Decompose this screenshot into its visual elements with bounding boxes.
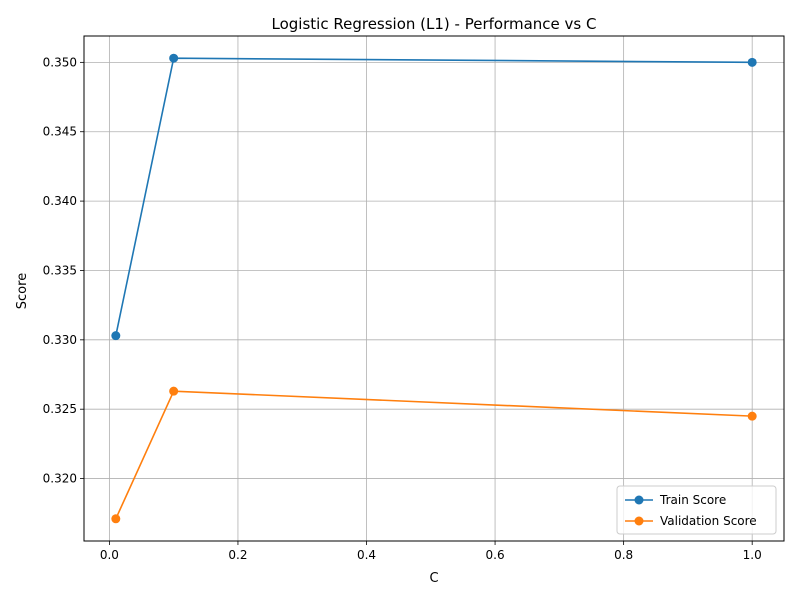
y-tick-label: 0.325 bbox=[43, 402, 77, 416]
legend-label-validation: Validation Score bbox=[660, 514, 757, 528]
legend-marker-train bbox=[634, 495, 644, 505]
grid-layer bbox=[84, 36, 784, 541]
y-tick-label: 0.345 bbox=[43, 125, 77, 139]
data-point bbox=[747, 57, 757, 67]
data-point bbox=[111, 514, 121, 524]
legend: Train Score Validation Score bbox=[616, 485, 777, 535]
x-tick-label: 0.8 bbox=[614, 548, 633, 562]
x-tick-label: 0.4 bbox=[357, 548, 376, 562]
legend-box bbox=[616, 485, 777, 535]
y-tick-label: 0.350 bbox=[43, 55, 77, 69]
y-tick-label: 0.340 bbox=[43, 194, 77, 208]
plot-frame bbox=[83, 35, 785, 542]
series-layer bbox=[111, 53, 757, 524]
y-tick-label: 0.330 bbox=[43, 333, 77, 347]
data-point bbox=[111, 331, 121, 341]
chart-title: Logistic Regression (L1) - Performance v… bbox=[272, 15, 597, 33]
data-point bbox=[169, 386, 179, 396]
x-axis-label: C bbox=[429, 571, 438, 586]
data-point bbox=[747, 411, 757, 421]
y-axis-label: Score bbox=[15, 273, 30, 309]
ticks-layer: 0.0 0.2 0.4 0.6 0.8 1.0 0.320 0.325 0.330 0.335 0.… bbox=[43, 55, 762, 562]
y-tick-label: 0.320 bbox=[43, 472, 77, 486]
x-tick-label: 0.0 bbox=[100, 548, 119, 562]
y-tick-label: 0.335 bbox=[43, 263, 77, 277]
x-tick-label: 0.2 bbox=[228, 548, 247, 562]
legend-marker-validation bbox=[634, 516, 644, 526]
x-tick-label: 0.6 bbox=[486, 548, 505, 562]
data-point bbox=[169, 53, 179, 63]
x-tick-label: 1.0 bbox=[743, 548, 762, 562]
legend-label-train: Train Score bbox=[659, 493, 726, 507]
